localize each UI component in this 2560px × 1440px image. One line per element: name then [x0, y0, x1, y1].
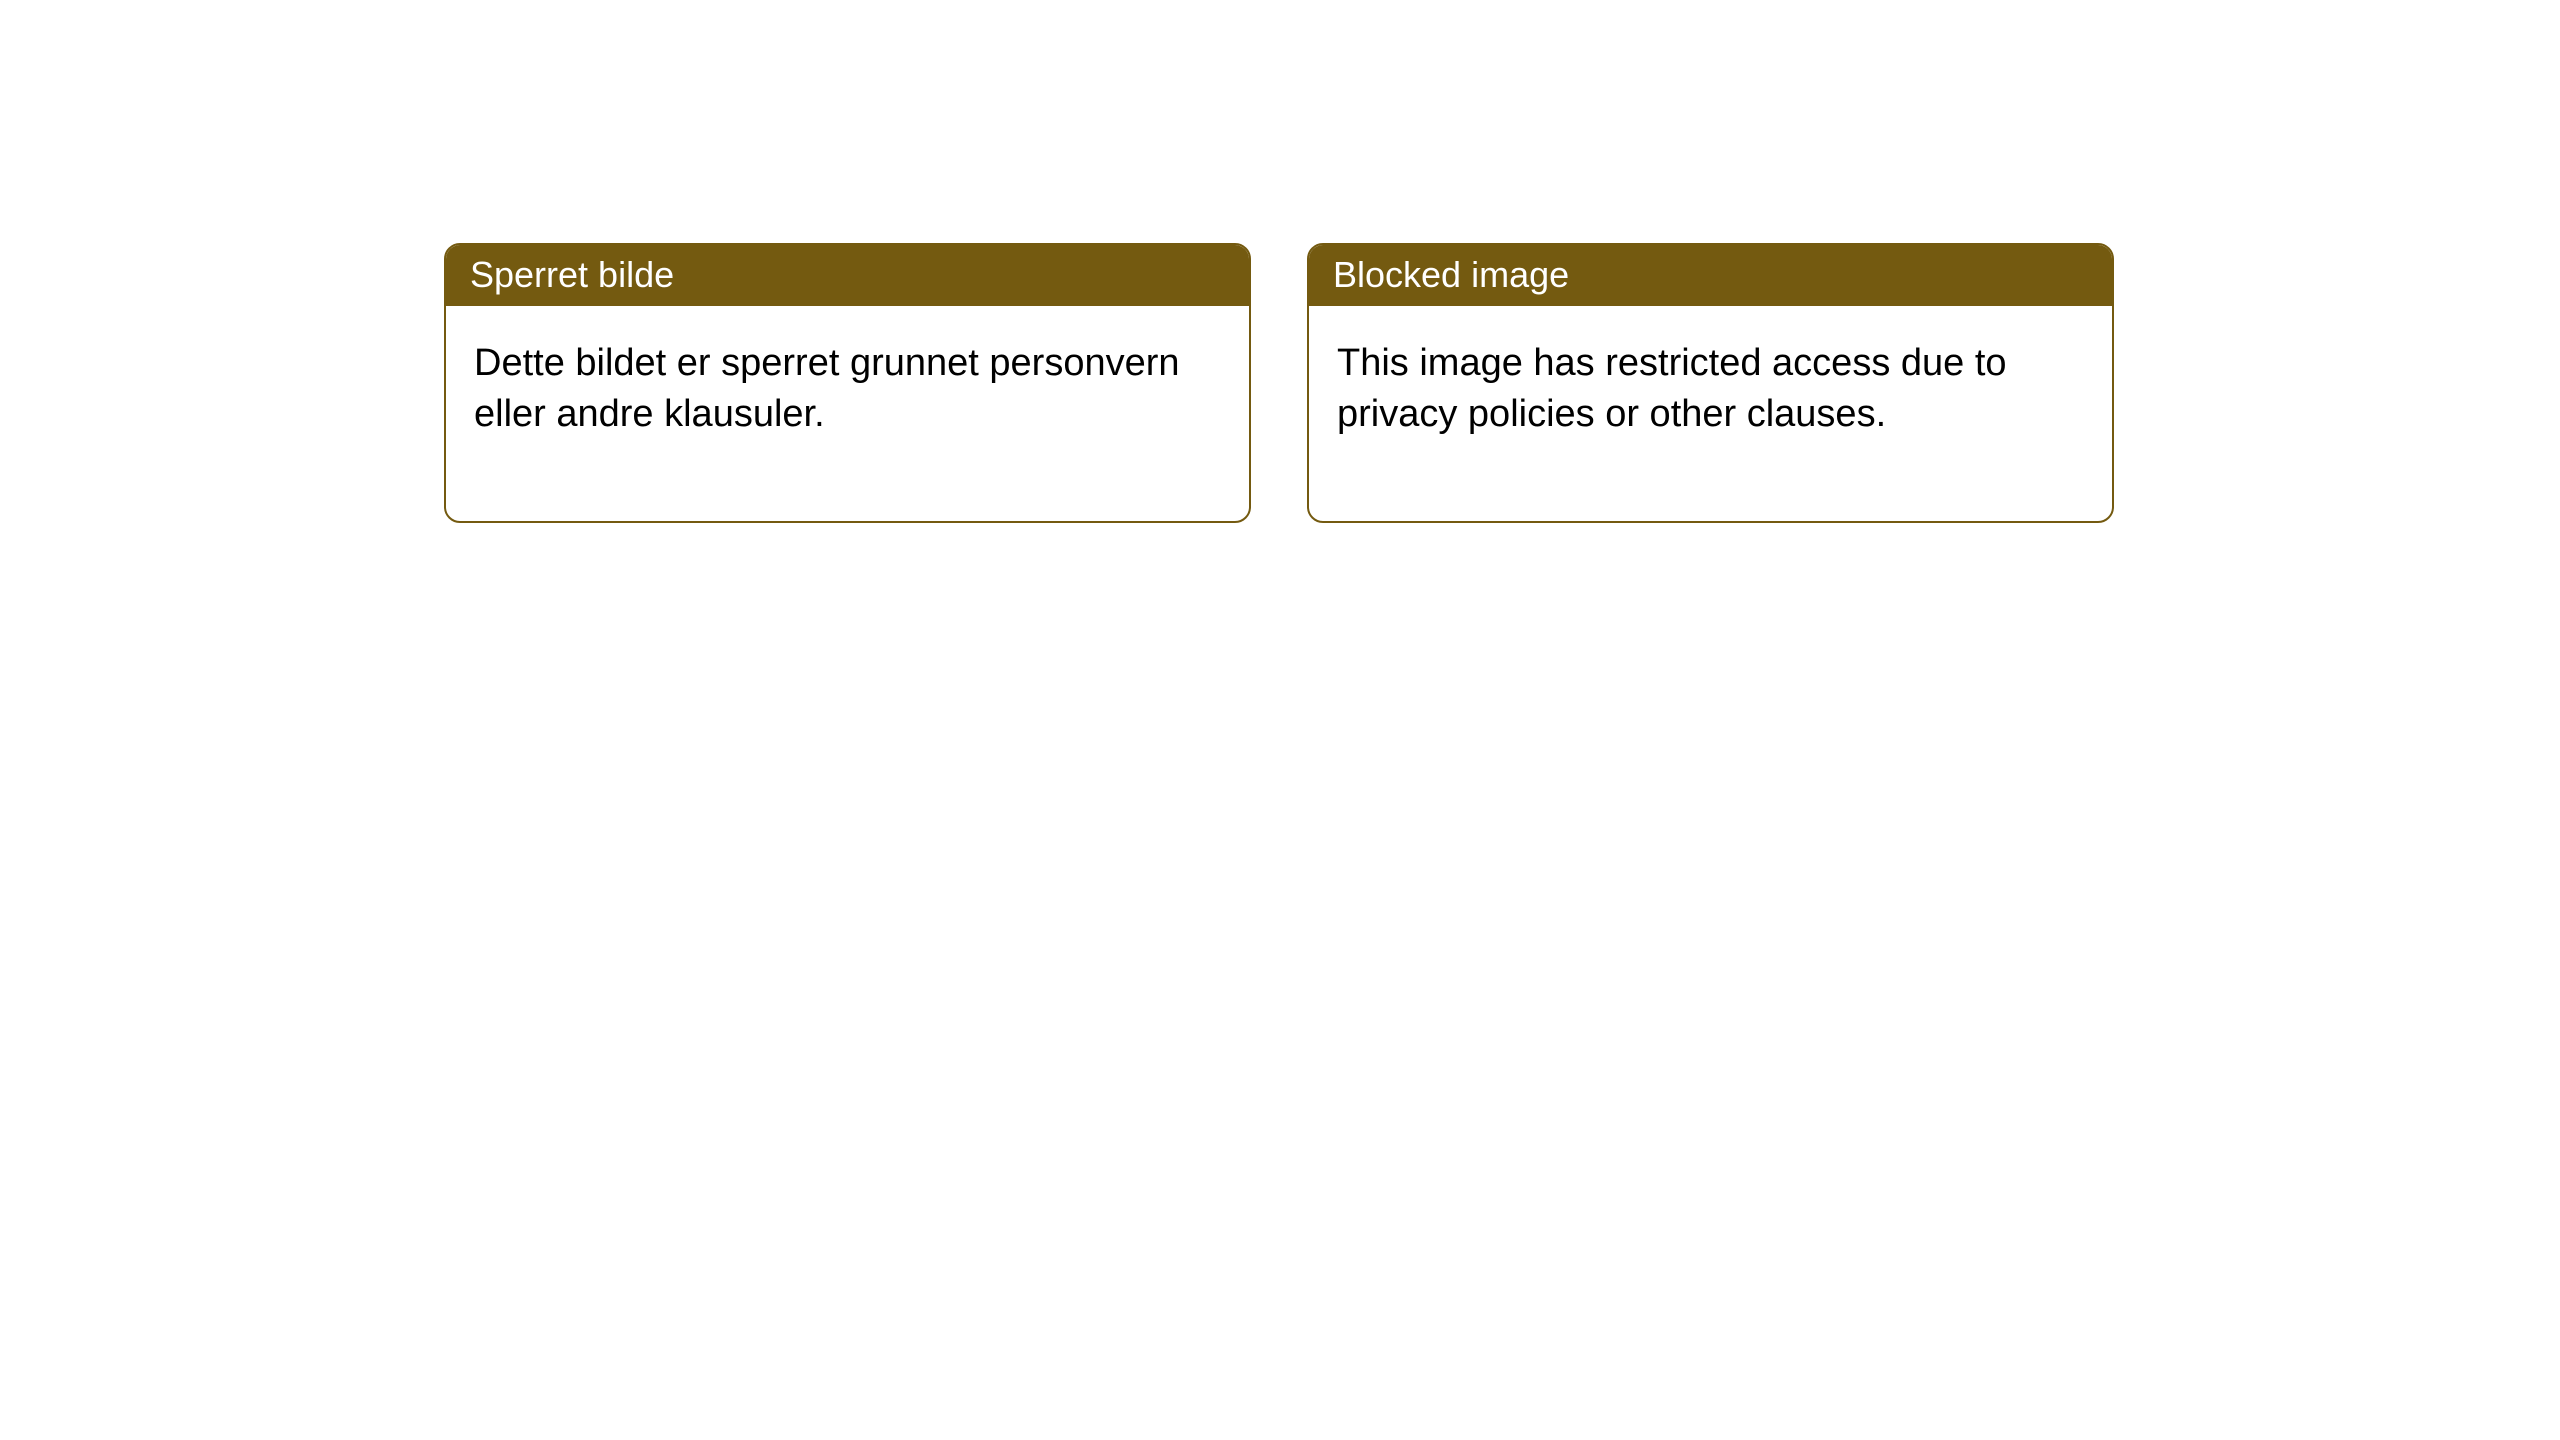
notice-card-english: Blocked image This image has restricted … — [1307, 243, 2114, 523]
notice-container: Sperret bilde Dette bildet er sperret gr… — [0, 0, 2560, 523]
notice-body: This image has restricted access due to … — [1309, 306, 2112, 521]
notice-header: Blocked image — [1309, 245, 2112, 306]
notice-body: Dette bildet er sperret grunnet personve… — [446, 306, 1249, 521]
notice-card-norwegian: Sperret bilde Dette bildet er sperret gr… — [444, 243, 1251, 523]
notice-header: Sperret bilde — [446, 245, 1249, 306]
